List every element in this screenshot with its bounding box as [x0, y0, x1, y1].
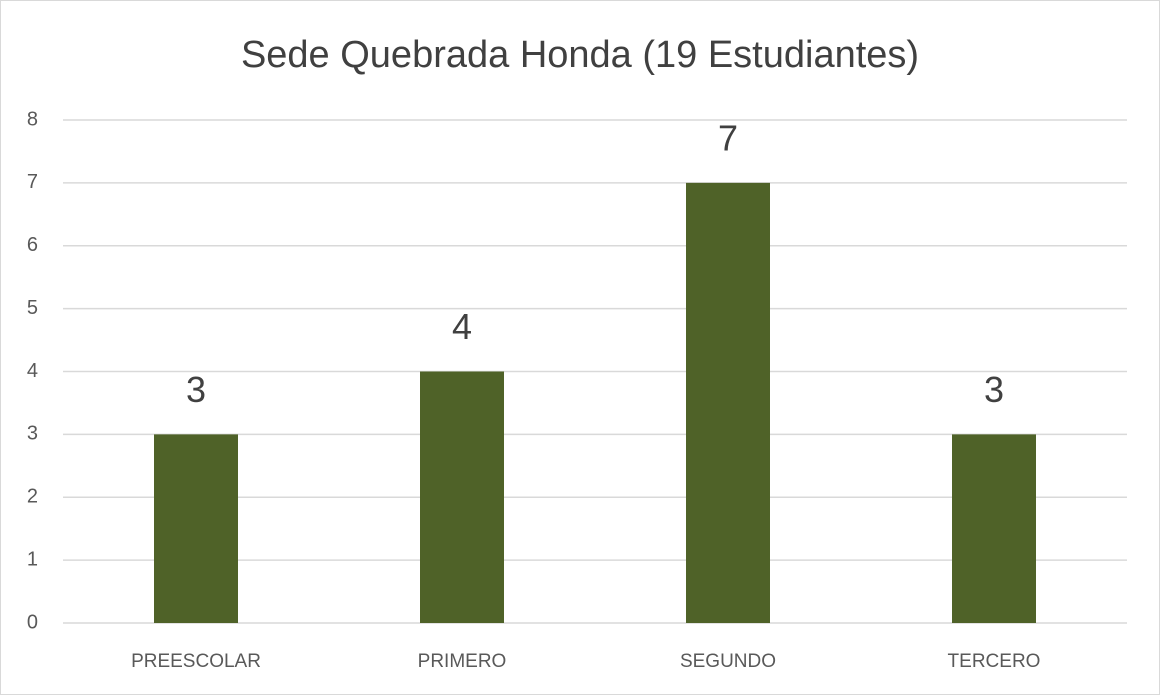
- x-tick-label: TERCERO: [948, 651, 1041, 672]
- bar: [952, 434, 1036, 623]
- x-tick-label: PREESCOLAR: [131, 651, 261, 672]
- y-tick-label: 4: [27, 360, 38, 382]
- data-label: 3: [984, 369, 1004, 410]
- bar: [154, 434, 238, 623]
- data-label: 4: [452, 306, 472, 347]
- bar: [420, 371, 504, 623]
- y-tick-label: 3: [27, 423, 38, 445]
- data-label: 7: [718, 117, 738, 158]
- data-label: 3: [186, 369, 206, 410]
- y-tick-label: 1: [27, 548, 38, 570]
- y-tick-label: 5: [27, 297, 38, 319]
- x-tick-label: SEGUNDO: [680, 651, 776, 672]
- y-tick-label: 2: [27, 486, 38, 508]
- y-tick-label: 0: [27, 611, 38, 633]
- y-tick-label: 8: [27, 108, 38, 130]
- y-tick-label: 7: [27, 171, 38, 193]
- chart-title: Sede Quebrada Honda (19 Estudiantes): [241, 34, 919, 76]
- y-tick-label: 6: [27, 234, 38, 256]
- bar: [686, 182, 770, 623]
- x-tick-label: PRIMERO: [418, 651, 507, 672]
